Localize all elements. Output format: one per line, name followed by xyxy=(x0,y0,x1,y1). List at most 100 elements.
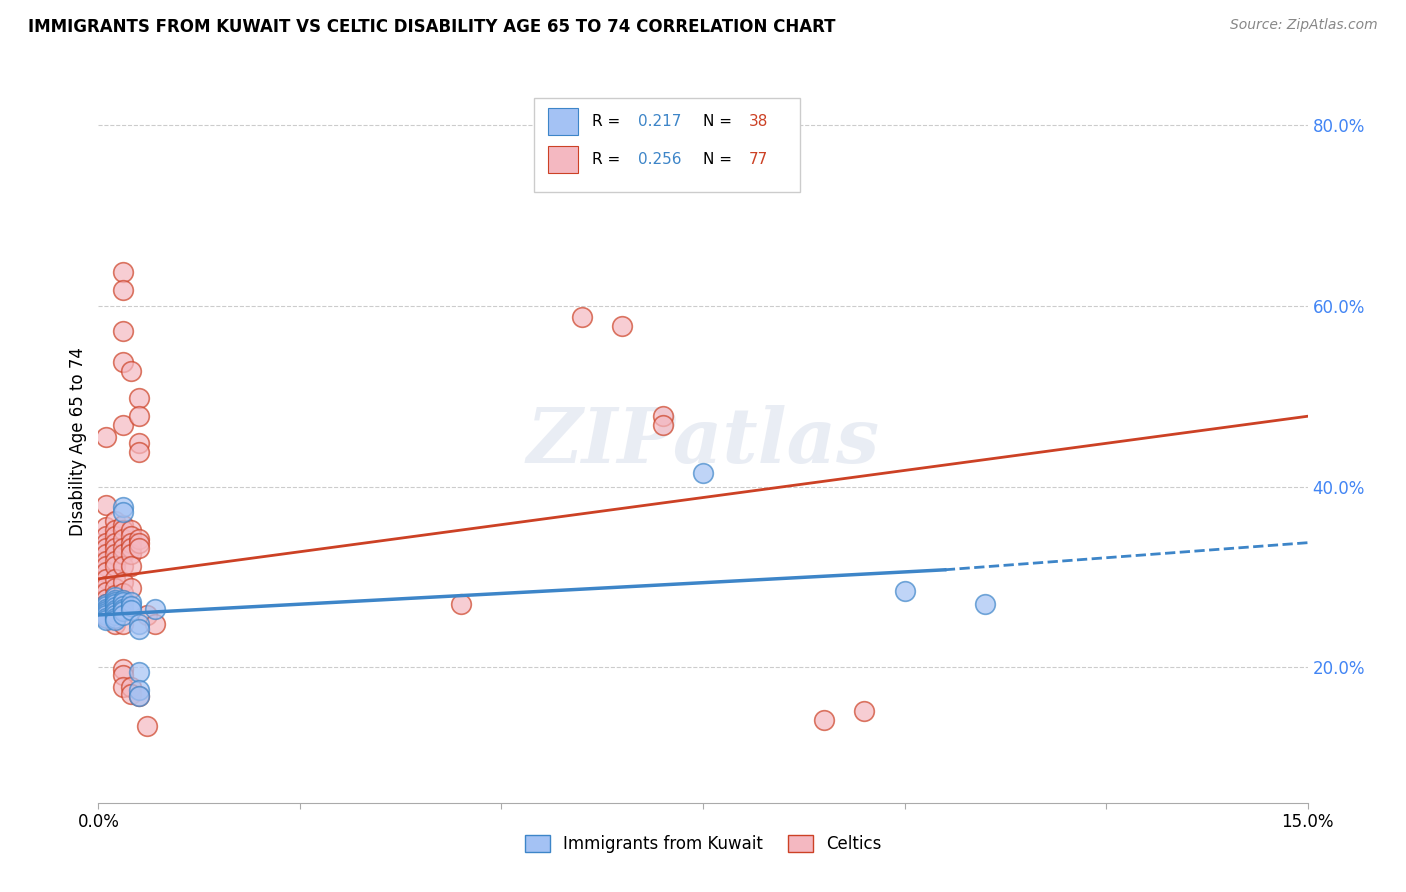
Point xyxy=(103,559,125,574)
Point xyxy=(111,595,134,609)
Bar xyxy=(548,108,578,136)
Point xyxy=(103,607,125,622)
Point xyxy=(120,680,142,694)
Point xyxy=(103,605,125,619)
Point xyxy=(120,541,142,555)
Legend: Immigrants from Kuwait, Celtics: Immigrants from Kuwait, Celtics xyxy=(517,828,889,860)
Text: 0.217: 0.217 xyxy=(638,114,681,129)
Point xyxy=(692,466,714,480)
Point xyxy=(103,592,125,607)
Point xyxy=(120,687,142,701)
Point xyxy=(128,532,150,546)
Point xyxy=(651,409,673,424)
Point xyxy=(120,581,142,595)
Point xyxy=(103,599,125,614)
Point xyxy=(111,599,134,613)
Point xyxy=(111,355,134,369)
Point xyxy=(120,548,142,562)
Y-axis label: Disability Age 65 to 74: Disability Age 65 to 74 xyxy=(69,347,87,536)
Point xyxy=(128,391,150,405)
Text: Source: ZipAtlas.com: Source: ZipAtlas.com xyxy=(1230,18,1378,32)
Text: ZIPatlas: ZIPatlas xyxy=(526,405,880,478)
Point xyxy=(120,602,142,616)
Text: R =: R = xyxy=(592,114,624,129)
Point xyxy=(111,517,134,532)
Point xyxy=(143,617,166,632)
Point xyxy=(111,607,134,622)
Point xyxy=(974,597,997,611)
Point xyxy=(103,535,125,549)
Point xyxy=(111,418,134,433)
Point xyxy=(96,610,118,624)
Point xyxy=(111,592,134,607)
Point xyxy=(96,597,118,611)
Point xyxy=(143,601,166,615)
Point xyxy=(111,662,134,676)
Point xyxy=(103,529,125,543)
Point xyxy=(96,585,118,599)
Bar xyxy=(534,98,800,193)
Point xyxy=(103,590,125,604)
Text: 38: 38 xyxy=(749,114,768,129)
Point xyxy=(111,667,134,681)
Point xyxy=(120,535,142,549)
Point xyxy=(111,604,134,618)
Point xyxy=(103,523,125,537)
Point xyxy=(128,690,150,704)
Point xyxy=(128,617,150,632)
Point xyxy=(128,665,150,679)
Point xyxy=(96,529,118,543)
Point xyxy=(96,597,118,611)
Point xyxy=(128,535,150,549)
Point xyxy=(103,607,125,622)
Point xyxy=(103,548,125,562)
Point xyxy=(96,554,118,568)
Point xyxy=(96,520,118,534)
Point xyxy=(103,597,125,611)
Point xyxy=(893,583,915,598)
Point xyxy=(111,283,134,297)
Point xyxy=(128,690,150,704)
Point xyxy=(128,409,150,424)
Point xyxy=(96,572,118,586)
Point xyxy=(111,500,134,514)
Point xyxy=(103,595,125,609)
Point xyxy=(120,559,142,574)
Text: IMMIGRANTS FROM KUWAIT VS CELTIC DISABILITY AGE 65 TO 74 CORRELATION CHART: IMMIGRANTS FROM KUWAIT VS CELTIC DISABIL… xyxy=(28,18,835,36)
Point xyxy=(96,566,118,580)
Point xyxy=(103,572,125,586)
Point xyxy=(103,613,125,627)
Point xyxy=(103,554,125,568)
Point xyxy=(96,601,118,615)
Point xyxy=(111,586,134,600)
Point xyxy=(96,541,118,555)
Point xyxy=(120,599,142,613)
Point xyxy=(103,595,125,609)
Point xyxy=(103,602,125,616)
Point xyxy=(111,265,134,279)
Point xyxy=(103,581,125,595)
Point xyxy=(96,599,118,613)
Point xyxy=(651,418,673,433)
Point xyxy=(96,609,118,624)
Point xyxy=(813,713,835,727)
Point xyxy=(128,445,150,459)
Point xyxy=(103,610,125,624)
Point xyxy=(853,704,876,718)
Point xyxy=(111,324,134,338)
Point xyxy=(120,364,142,378)
Point xyxy=(103,514,125,528)
Point xyxy=(96,591,118,606)
Point xyxy=(103,617,125,632)
Point xyxy=(111,559,134,574)
Point xyxy=(96,613,118,627)
Point xyxy=(111,532,134,546)
Point xyxy=(96,559,118,574)
Point xyxy=(111,592,134,607)
Point xyxy=(450,597,472,611)
Point xyxy=(111,541,134,555)
Point xyxy=(128,623,150,637)
Point xyxy=(103,588,125,602)
Point xyxy=(128,541,150,555)
Point xyxy=(96,535,118,549)
